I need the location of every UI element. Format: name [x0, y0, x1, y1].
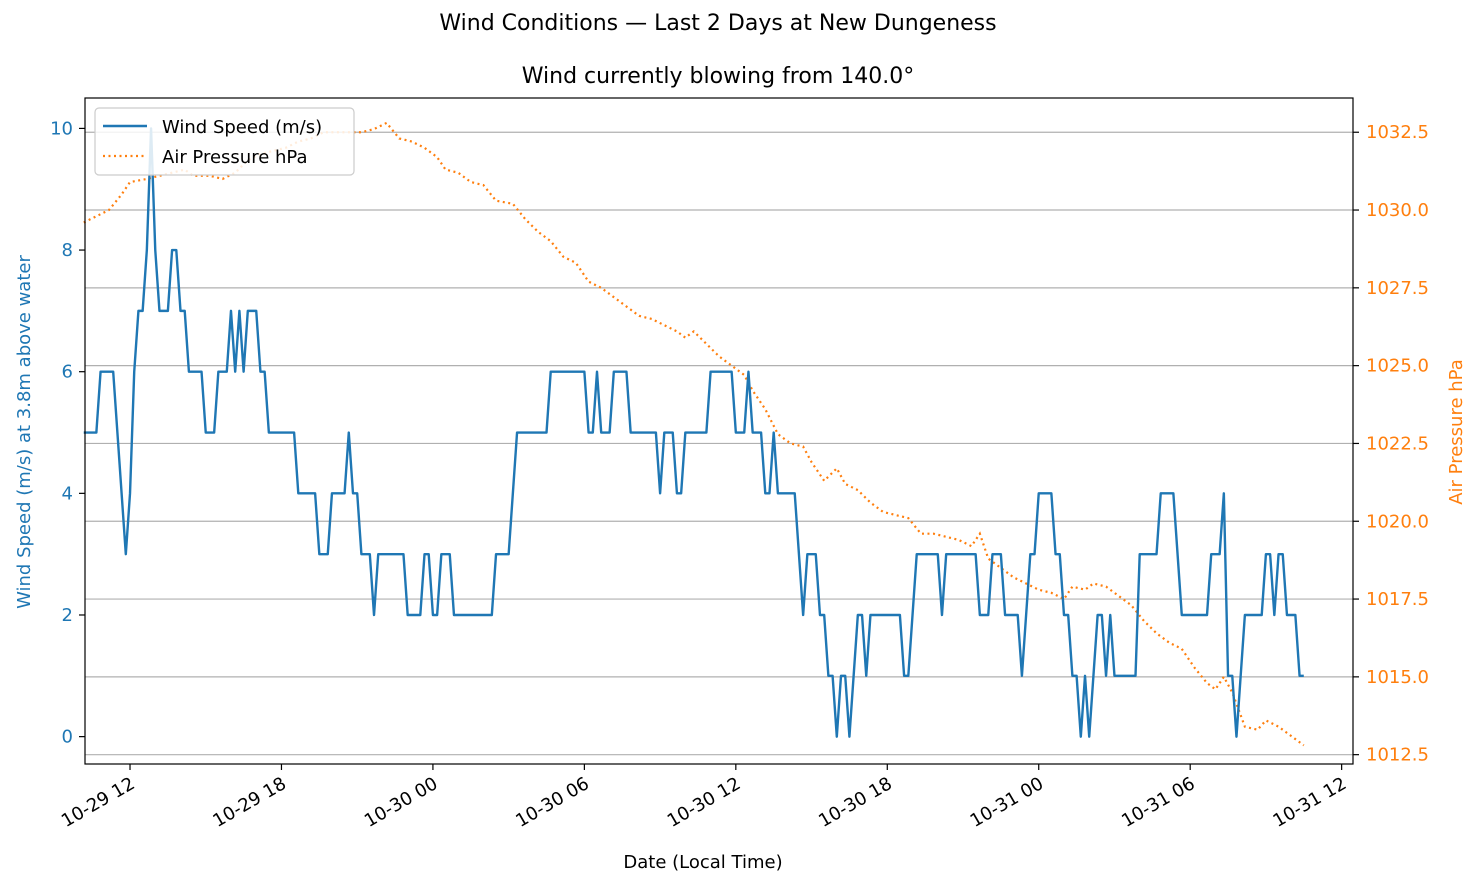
x-tick-label: 10-29 12	[58, 773, 139, 832]
right-tick-label: 1027.5	[1366, 278, 1429, 299]
left-tick-label: 4	[62, 483, 73, 504]
plot-frame	[84, 97, 1354, 765]
grid-lines	[85, 131, 1353, 756]
legend: Wind Speed (m/s) Air Pressure hPa	[94, 107, 355, 176]
x-axis-label: Date (Local Time)	[623, 852, 782, 873]
x-tick-label: 10-30 00	[361, 773, 442, 832]
chart-subtitle: Wind currently blowing from 140.0°	[521, 64, 915, 89]
left-axis-label: Wind Speed (m/s) at 3.8m above water	[14, 255, 35, 609]
x-tick-label: 10-29 18	[209, 773, 290, 832]
axes: 0 2 4 6 8 10 1012.5 1015.0 1017.5 1020.0 1022.5 102…	[14, 97, 1467, 873]
x-tick-label: 10-30 18	[815, 773, 896, 832]
right-axis-label: Air Pressure hPa	[1446, 359, 1467, 505]
right-tick-label: 1030.0	[1366, 200, 1429, 221]
right-tick-label: 1012.5	[1366, 745, 1429, 766]
x-tick-label: 10-31 00	[967, 773, 1048, 832]
x-tick-label: 10-30 12	[664, 773, 745, 832]
wind-speed-line	[83, 127, 1304, 738]
left-tick-label: 0	[62, 727, 73, 748]
air-pressure-line	[83, 121, 1305, 747]
legend-box	[94, 107, 355, 176]
right-tick-label: 1025.0	[1366, 356, 1429, 377]
wind-speed-series	[83, 127, 1304, 738]
left-tick-label: 2	[62, 605, 73, 626]
legend-pressure-label: Air Pressure hPa	[162, 147, 308, 168]
x-tick-label: 10-31 12	[1270, 773, 1351, 832]
right-tick-label: 1020.0	[1366, 511, 1429, 532]
right-tick-label: 1022.5	[1366, 433, 1429, 454]
left-tick-label: 10	[50, 118, 73, 139]
right-tick-label: 1017.5	[1366, 589, 1429, 610]
left-tick-label: 6	[62, 362, 73, 383]
x-tick-label: 10-30 06	[512, 773, 593, 832]
chart-title: Wind Conditions — Last 2 Days at New Dun…	[439, 11, 997, 36]
right-tick-label: 1032.5	[1366, 122, 1429, 143]
air-pressure-series	[83, 121, 1305, 747]
right-tick-label: 1015.0	[1366, 667, 1429, 688]
x-tick-label: 10-31 06	[1118, 773, 1199, 832]
legend-wind-label: Wind Speed (m/s)	[162, 117, 322, 138]
left-tick-label: 8	[62, 240, 73, 261]
